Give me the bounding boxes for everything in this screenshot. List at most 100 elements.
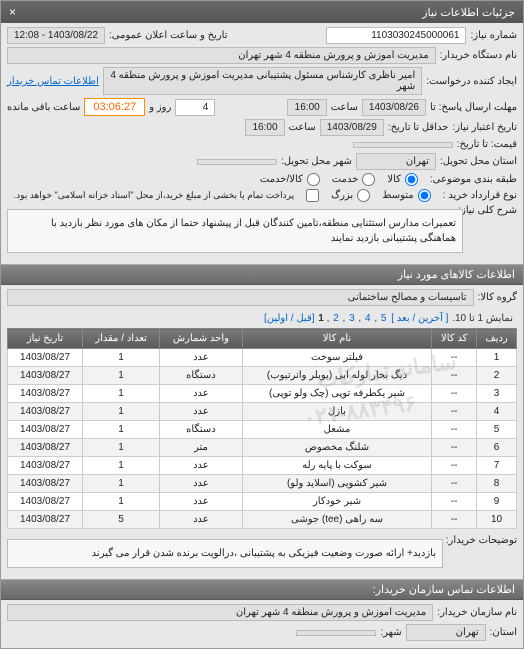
- budget-opt-2[interactable]: کالا/خدمت: [260, 173, 320, 186]
- table-cell: 1403/08/27: [8, 511, 83, 529]
- group-value: تاسیسات و مصالح ساختمانی: [7, 289, 474, 306]
- table-header: تاریخ نیاز: [8, 329, 83, 349]
- pager-first[interactable]: [قبل / اولین]: [264, 313, 315, 324]
- contract-opt-0[interactable]: متوسط: [382, 189, 430, 202]
- table-cell: 1403/08/27: [8, 385, 83, 403]
- table-cell: شیر یکطرفه توپی (چک ولو توپی): [242, 385, 432, 403]
- table-cell: 1403/08/27: [8, 403, 83, 421]
- close-icon[interactable]: ×: [9, 5, 16, 19]
- validity-date: 1403/08/29: [320, 119, 384, 136]
- table-cell: 1403/08/27: [8, 457, 83, 475]
- table-cell: --: [432, 349, 477, 367]
- table-cell: --: [432, 385, 477, 403]
- table-cell: 1: [83, 385, 160, 403]
- table-cell: 1403/08/27: [8, 367, 83, 385]
- table-cell: 1403/08/27: [8, 439, 83, 457]
- table-cell: --: [432, 367, 477, 385]
- pager-2[interactable]: 2: [333, 313, 339, 324]
- table-cell: دیگ بخار لوله ایی (بویلر واترتیوب): [242, 367, 432, 385]
- table-row[interactable]: 9--شیر خودکارعدد11403/08/27: [8, 493, 517, 511]
- days-remaining: 4: [175, 99, 215, 116]
- table-header: واحد شمارش: [160, 329, 243, 349]
- buyer-org: مدیریت اموزش و پرورش منطقه 4 شهر تهران: [7, 47, 436, 64]
- validity-time: 16:00: [245, 119, 285, 136]
- pager-last[interactable]: [ آخرین / بعد ]: [391, 313, 448, 324]
- announce-value: 1403/08/22 - 12:08: [7, 27, 105, 44]
- pager-text: نمایش 1 تا 10.: [452, 313, 513, 324]
- contract-opt-1[interactable]: بزرگ: [331, 189, 370, 202]
- table-cell: شیر خودکار: [242, 493, 432, 511]
- contract-opt-0-label: متوسط: [382, 190, 413, 201]
- city-field-label: شهر محل تحویل:: [281, 156, 352, 167]
- table-cell: 1: [477, 349, 517, 367]
- table-row[interactable]: 1--فیلتر سوختعدد11403/08/27: [8, 349, 517, 367]
- table-row[interactable]: 4--بازلعدد11403/08/27: [8, 403, 517, 421]
- table-cell: 2: [477, 367, 517, 385]
- table-cell: --: [432, 439, 477, 457]
- table-cell: 1: [83, 403, 160, 421]
- footer-org-label: نام سازمان خریدار:: [437, 607, 517, 618]
- table-cell: عدد: [160, 493, 243, 511]
- table-cell: 1: [83, 439, 160, 457]
- contract-opt-1-label: بزرگ: [331, 190, 353, 201]
- table-cell: سوکت با پایه رله: [242, 457, 432, 475]
- buyer-note-label: توضیحات خریدار:: [447, 535, 517, 546]
- table-cell: متر: [160, 439, 243, 457]
- buyer-org-label: نام دستگاه خریدار:: [440, 50, 517, 61]
- radio-medium[interactable]: [418, 189, 431, 202]
- table-cell: 1403/08/27: [8, 493, 83, 511]
- pager-3[interactable]: 3: [349, 313, 355, 324]
- table-cell: دستگاه: [160, 367, 243, 385]
- desc-label: شرح کلی نیاز:: [467, 205, 517, 216]
- budget-opt-1[interactable]: خدمت: [332, 173, 376, 186]
- pager-4[interactable]: 4: [365, 313, 371, 324]
- table-row[interactable]: 8--شیر کشویی (اسلاید ولو)عدد11403/08/27: [8, 475, 517, 493]
- table-cell: مشعل: [242, 421, 432, 439]
- city-value: [197, 159, 277, 165]
- table-row[interactable]: 3--شیر یکطرفه توپی (چک ولو توپی)عدد11403…: [8, 385, 517, 403]
- req-number-label: شماره نیاز:: [470, 30, 517, 41]
- table-row[interactable]: 7--سوکت با پایه رلهعدد11403/08/27: [8, 457, 517, 475]
- buyer-note: بازدید+ ارائه صورت وضعیت فیزیکی به پشتیب…: [7, 539, 443, 568]
- time-label-1: ساعت: [331, 102, 358, 113]
- deadline-label: مهلت ارسال پاسخ: تا: [430, 102, 517, 113]
- table-cell: 1403/08/27: [8, 349, 83, 367]
- table-cell: شلنگ مخصوص: [242, 439, 432, 457]
- validity-from-label: تاریخ اعتبار نیاز:: [452, 122, 517, 133]
- radio-goods[interactable]: [405, 173, 418, 186]
- price-value: [353, 142, 453, 148]
- pager-5[interactable]: 5: [381, 313, 387, 324]
- treasury-checkbox[interactable]: [306, 189, 319, 202]
- table-cell: 5: [83, 511, 160, 529]
- group-label: گروه کالا:: [478, 292, 517, 303]
- contract-label: نوع قرارداد خرید :: [443, 190, 517, 201]
- radio-service[interactable]: [362, 173, 375, 186]
- footer-province: تهران: [406, 624, 486, 641]
- contact-link[interactable]: اطلاعات تماس خریدار: [7, 76, 99, 87]
- radio-large[interactable]: [357, 189, 370, 202]
- table-cell: 6: [477, 439, 517, 457]
- table-cell: 7: [477, 457, 517, 475]
- table-cell: بازل: [242, 403, 432, 421]
- goods-section-title: اطلاعات کالاهای مورد نیاز: [1, 264, 523, 285]
- goods-table: ردیفکد کالانام کالاواحد شمارشتعداد / مقد…: [7, 328, 517, 529]
- table-row[interactable]: 6--شلنگ مخصوصمتر11403/08/27: [8, 439, 517, 457]
- table-row[interactable]: 5--مشعلدستگاه11403/08/27: [8, 421, 517, 439]
- pager-1: 1: [318, 313, 324, 324]
- table-cell: عدد: [160, 475, 243, 493]
- table-row[interactable]: 2--دیگ بخار لوله ایی (بویلر واترتیوب)دست…: [8, 367, 517, 385]
- time-label-2: ساعت: [289, 122, 316, 133]
- footer-org: مدیریت اموزش و پرورش منطقه 4 شهر تهران: [7, 604, 433, 621]
- countdown: 03:06:27: [84, 98, 145, 116]
- table-cell: --: [432, 475, 477, 493]
- table-cell: --: [432, 403, 477, 421]
- budget-opt-0[interactable]: کالا: [387, 173, 418, 186]
- table-row[interactable]: 10--سه راهی (tee) جوشیعدد51403/08/27: [8, 511, 517, 529]
- table-header: تعداد / مقدار: [83, 329, 160, 349]
- table-cell: عدد: [160, 349, 243, 367]
- req-number: 1103030245000061: [326, 27, 466, 44]
- table-cell: فیلتر سوخت: [242, 349, 432, 367]
- delivery-loc: تهران: [356, 153, 436, 170]
- price-label: قیمت: تا تاریخ:: [457, 139, 517, 150]
- radio-both[interactable]: [307, 173, 320, 186]
